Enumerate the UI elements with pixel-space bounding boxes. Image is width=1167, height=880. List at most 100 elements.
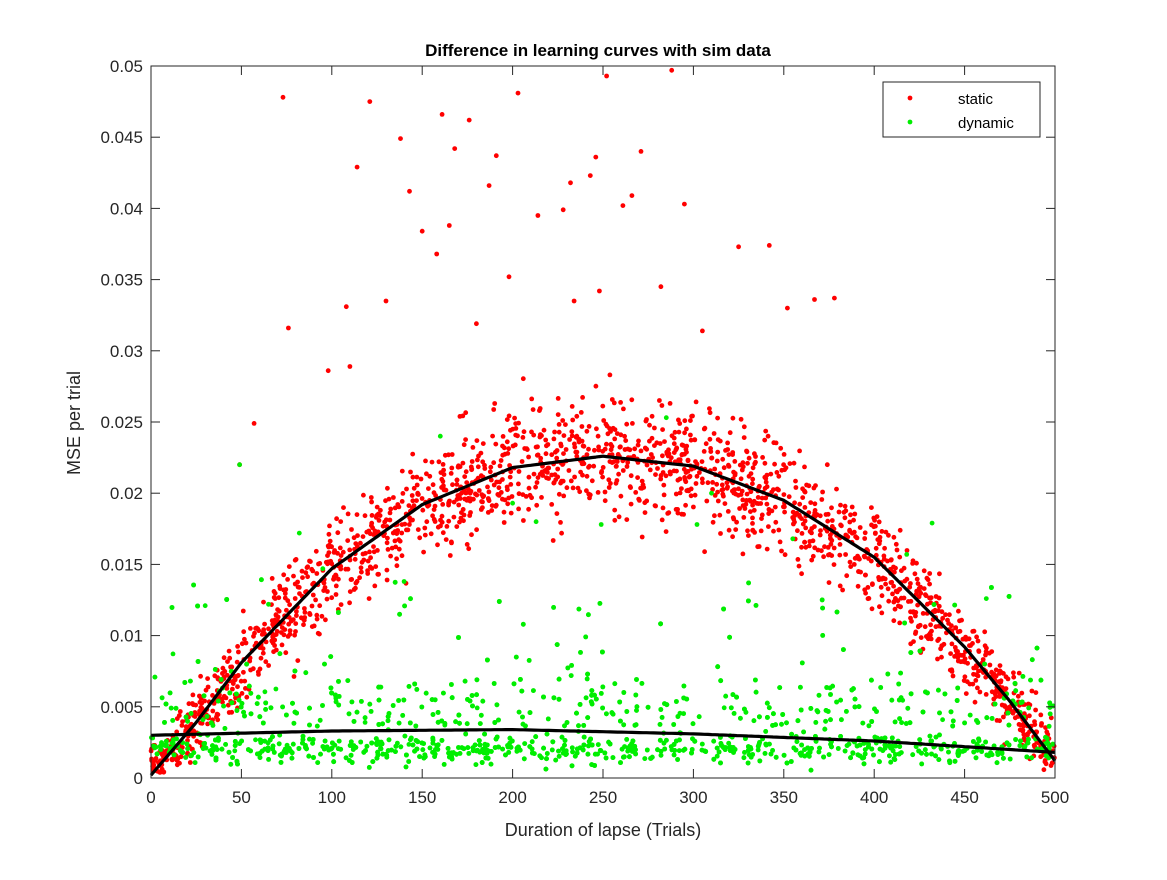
- static-point: [430, 482, 436, 488]
- static-point: [469, 459, 475, 464]
- static-point: [636, 438, 641, 444]
- static-point: [345, 511, 351, 517]
- static-point: [810, 553, 816, 559]
- static-point: [336, 576, 341, 582]
- static-point: [877, 538, 883, 544]
- dynamic-point: [421, 741, 426, 746]
- static-point: [828, 541, 834, 547]
- dynamic-point: [315, 760, 321, 765]
- static-point: [741, 435, 747, 440]
- dynamic-point: [430, 737, 436, 743]
- dynamic-point: [866, 744, 871, 750]
- dynamic-point: [307, 705, 312, 711]
- dynamic-point: [1020, 674, 1026, 679]
- static-point: [492, 401, 498, 406]
- dynamic-point: [838, 697, 843, 703]
- dynamic-point: [505, 744, 511, 750]
- static-point: [912, 571, 918, 577]
- static-point: [396, 546, 402, 552]
- static-point: [580, 443, 586, 449]
- static-point: [293, 629, 298, 634]
- static-point: [1041, 767, 1047, 773]
- static-point: [707, 436, 713, 442]
- dynamic-point: [469, 693, 475, 698]
- static-point: [376, 571, 381, 577]
- static-point: [272, 632, 278, 638]
- static-point: [410, 451, 416, 457]
- static-point: [681, 512, 686, 517]
- static-point: [551, 436, 557, 442]
- dynamic-point: [664, 737, 669, 743]
- static-point: [877, 604, 882, 610]
- dynamic-point: [789, 731, 794, 737]
- static-point: [731, 516, 737, 522]
- static-point: [486, 498, 492, 504]
- dynamic-point: [813, 720, 819, 725]
- static-point: [760, 455, 765, 460]
- dynamic-point: [607, 741, 613, 747]
- static-point: [614, 459, 620, 464]
- static-point: [1033, 707, 1038, 713]
- static-point: [982, 629, 988, 635]
- dynamic-point: [861, 761, 867, 767]
- static-point: [831, 545, 837, 551]
- static-point: [745, 460, 750, 466]
- static-point: [194, 738, 200, 744]
- static-point: [622, 433, 627, 439]
- dynamic-point: [320, 566, 326, 572]
- static-point: [941, 641, 947, 647]
- dynamic-point: [349, 699, 355, 705]
- static-point: [399, 499, 405, 504]
- static-point: [260, 629, 266, 634]
- dynamic-point: [746, 752, 752, 758]
- dynamic-point: [290, 700, 295, 706]
- dynamic-point: [465, 745, 471, 750]
- dynamic-point: [841, 647, 846, 652]
- x-tick-label-6: 300: [679, 788, 707, 807]
- static-point: [444, 524, 450, 529]
- dynamic-point: [828, 717, 833, 723]
- static-point: [454, 482, 460, 487]
- static-point: [440, 502, 446, 507]
- dynamic-point: [195, 754, 201, 760]
- dynamic-point: [762, 751, 768, 756]
- dynamic-point: [427, 745, 433, 751]
- static-point: [950, 673, 956, 679]
- static-point: [657, 441, 663, 446]
- static-point: [549, 472, 555, 478]
- static-point: [501, 520, 507, 525]
- static-point: [659, 403, 665, 408]
- dynamic-point: [1001, 755, 1006, 761]
- static-point: [224, 686, 230, 691]
- static-point: [774, 470, 780, 475]
- static-point: [824, 462, 830, 468]
- dynamic-point: [167, 690, 173, 696]
- static-point: [591, 463, 597, 469]
- dynamic-point: [182, 680, 188, 685]
- dynamic-point: [171, 737, 176, 743]
- static-point: [877, 534, 883, 540]
- static-point: [449, 452, 455, 457]
- static-point: [601, 418, 607, 423]
- dynamic-point: [681, 747, 686, 753]
- dynamic-point: [816, 692, 822, 698]
- dynamic-point: [581, 742, 587, 748]
- dynamic-point: [820, 605, 825, 611]
- static-point: [394, 563, 400, 569]
- static-point: [372, 583, 378, 589]
- dynamic-point: [770, 748, 775, 753]
- static-point: [577, 489, 583, 495]
- dynamic-point: [751, 718, 757, 724]
- dynamic-point: [757, 758, 763, 764]
- dynamic-point: [256, 694, 261, 700]
- static-point: [571, 298, 577, 304]
- static-point: [566, 468, 572, 473]
- static-point: [380, 523, 386, 529]
- dynamic-point: [500, 746, 505, 752]
- dynamic-point: [510, 500, 515, 506]
- dynamic-point: [936, 687, 941, 693]
- dynamic-point: [657, 722, 663, 727]
- static-point: [893, 541, 899, 547]
- static-point: [983, 652, 988, 658]
- static-point: [471, 496, 476, 502]
